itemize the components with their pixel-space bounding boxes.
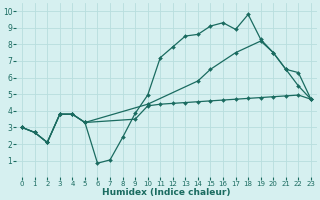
X-axis label: Humidex (Indice chaleur): Humidex (Indice chaleur) xyxy=(102,188,231,197)
